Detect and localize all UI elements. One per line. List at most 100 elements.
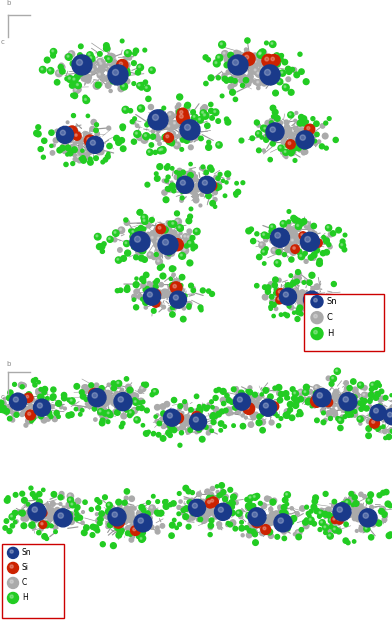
Circle shape: [156, 290, 160, 294]
Circle shape: [305, 221, 311, 228]
Circle shape: [121, 413, 127, 419]
Circle shape: [266, 132, 272, 138]
Circle shape: [131, 407, 138, 414]
Circle shape: [180, 199, 183, 202]
Circle shape: [326, 402, 331, 407]
Circle shape: [172, 242, 178, 247]
Circle shape: [103, 413, 107, 417]
Circle shape: [178, 291, 182, 295]
Circle shape: [194, 394, 199, 399]
Circle shape: [40, 511, 45, 515]
Circle shape: [277, 56, 279, 58]
Circle shape: [219, 505, 222, 508]
Circle shape: [143, 431, 149, 436]
Circle shape: [259, 58, 263, 63]
Circle shape: [252, 53, 257, 58]
Circle shape: [289, 294, 292, 298]
Circle shape: [326, 512, 332, 518]
Circle shape: [323, 492, 328, 497]
Circle shape: [221, 179, 225, 182]
Circle shape: [248, 422, 254, 427]
Circle shape: [107, 126, 111, 130]
Circle shape: [167, 423, 172, 428]
Circle shape: [274, 517, 278, 521]
Circle shape: [214, 175, 218, 179]
Circle shape: [201, 165, 205, 169]
Circle shape: [317, 397, 322, 401]
Circle shape: [98, 148, 103, 153]
Circle shape: [267, 125, 278, 135]
Circle shape: [328, 401, 333, 406]
Circle shape: [139, 229, 145, 234]
Circle shape: [206, 405, 210, 409]
Circle shape: [50, 405, 54, 409]
Circle shape: [216, 55, 223, 61]
Circle shape: [200, 193, 203, 197]
Circle shape: [79, 137, 84, 143]
Circle shape: [289, 113, 291, 115]
Circle shape: [134, 290, 139, 294]
Circle shape: [69, 502, 76, 508]
Circle shape: [264, 238, 268, 242]
Circle shape: [316, 133, 319, 136]
Circle shape: [290, 507, 293, 510]
Circle shape: [184, 104, 188, 108]
Circle shape: [113, 60, 117, 65]
Circle shape: [183, 416, 187, 420]
Circle shape: [214, 110, 216, 112]
Circle shape: [259, 54, 264, 58]
Circle shape: [95, 131, 100, 136]
Circle shape: [214, 498, 218, 502]
Circle shape: [138, 66, 140, 68]
Circle shape: [89, 383, 94, 388]
Circle shape: [385, 515, 387, 518]
Circle shape: [263, 388, 269, 393]
Circle shape: [60, 517, 65, 521]
Circle shape: [267, 518, 272, 523]
Circle shape: [172, 230, 177, 236]
Circle shape: [216, 76, 220, 80]
Circle shape: [65, 129, 69, 132]
Circle shape: [251, 415, 256, 420]
Circle shape: [70, 399, 72, 401]
Circle shape: [231, 81, 237, 86]
Circle shape: [166, 175, 170, 179]
Circle shape: [254, 69, 260, 75]
Circle shape: [158, 226, 161, 229]
Circle shape: [257, 51, 264, 58]
Circle shape: [291, 215, 296, 221]
Circle shape: [72, 147, 77, 153]
Circle shape: [280, 291, 284, 294]
Circle shape: [73, 153, 76, 157]
Circle shape: [178, 408, 181, 411]
Circle shape: [108, 65, 128, 85]
Circle shape: [65, 55, 70, 60]
Circle shape: [278, 518, 283, 523]
Circle shape: [84, 385, 87, 389]
Circle shape: [256, 131, 261, 137]
Circle shape: [193, 177, 198, 182]
Circle shape: [102, 242, 106, 246]
Circle shape: [174, 122, 176, 124]
Circle shape: [287, 411, 290, 415]
Circle shape: [185, 174, 189, 178]
Circle shape: [102, 401, 108, 407]
Circle shape: [142, 218, 148, 224]
Circle shape: [107, 68, 111, 73]
Circle shape: [272, 517, 277, 523]
Circle shape: [271, 407, 275, 411]
Circle shape: [266, 134, 272, 140]
Circle shape: [48, 516, 53, 521]
Circle shape: [10, 524, 15, 528]
Circle shape: [261, 49, 265, 53]
Circle shape: [149, 67, 155, 74]
Circle shape: [99, 67, 105, 73]
Circle shape: [276, 299, 281, 304]
Circle shape: [206, 431, 211, 435]
Circle shape: [34, 502, 38, 506]
Circle shape: [87, 402, 93, 409]
Circle shape: [310, 301, 312, 304]
Circle shape: [225, 181, 228, 184]
Circle shape: [108, 53, 114, 60]
Text: Sn: Sn: [327, 297, 338, 306]
